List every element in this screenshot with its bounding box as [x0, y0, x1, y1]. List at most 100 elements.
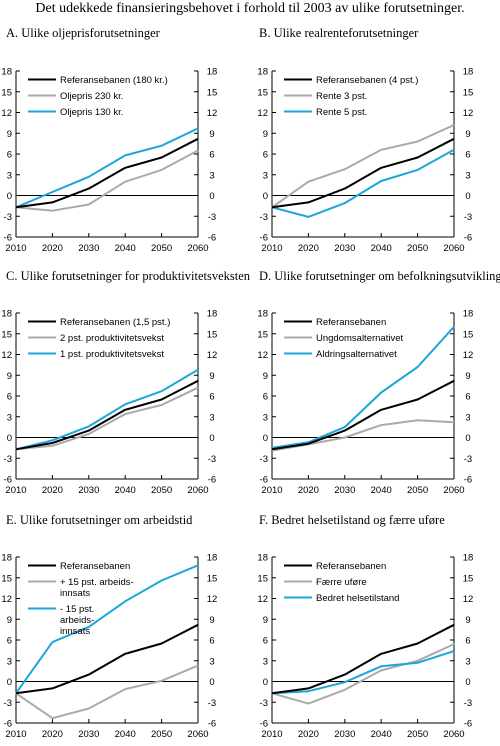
x-tick-label: 2010: [261, 243, 282, 254]
series-line-referansebanen: [271, 623, 455, 695]
y-tick-label-right: 12: [463, 594, 474, 605]
y-tick-label-right: -3: [464, 698, 472, 709]
y-tick-label-right: 0: [209, 191, 214, 202]
y-tick-label-left: -3: [4, 212, 12, 223]
figure-title: Det udekkede finansieringsbehovet i forh…: [35, 1, 465, 16]
y-tick-label-right: 15: [463, 573, 474, 584]
series-line-1-pst-produktivitetsvekst: [15, 368, 199, 451]
series-line-aldringsalternativet: [271, 326, 455, 449]
series-line-referansebanen-1-5-pst: [15, 379, 199, 451]
y-tick-label-right: -6: [208, 233, 216, 244]
y-tick-label-right: 0: [209, 677, 214, 688]
y-tick-label-left: 9: [263, 615, 268, 626]
y-tick-label-left: 3: [7, 170, 12, 181]
y-tick-label-right: 6: [209, 150, 214, 161]
y-tick-label-left: -6: [4, 233, 12, 244]
y-tick-label-left: 9: [263, 129, 268, 140]
y-tick-label-right: 6: [209, 392, 214, 403]
y-tick-label-left: -3: [260, 454, 268, 465]
panel-d: D. Ulike forutsetninger om befolkningsut…: [257, 269, 500, 496]
x-tick-label: 2040: [371, 729, 392, 740]
y-tick-label-left: 0: [263, 191, 268, 202]
x-tick-label: 2030: [334, 243, 355, 254]
x-tick-label: 2010: [261, 729, 282, 740]
y-tick-label-right: 3: [465, 412, 470, 423]
y-tick-label-right: 3: [465, 656, 470, 667]
panel-f: F. Bedret helsetilstand og færre uføre -6…: [257, 513, 473, 740]
y-tick-label-left: 12: [257, 108, 268, 119]
legend-label: Referansebanen: [60, 561, 130, 572]
x-tick-label: 2020: [298, 729, 319, 740]
x-tick-label: 2010: [5, 243, 26, 254]
legend-label: Aldringsalternativet: [316, 349, 397, 360]
x-tick-label: 2010: [5, 485, 26, 496]
y-tick-label-right: 12: [463, 350, 474, 361]
panel-a: A. Ulike oljeprisforutsetninger -6 -6 -3 -3 0…: [1, 26, 217, 254]
y-tick-label-left: 6: [7, 392, 12, 403]
y-tick-label-left: 18: [1, 67, 12, 78]
series-line-bedret-helsetilstand: [271, 650, 455, 695]
y-tick-label-right: 18: [207, 67, 218, 78]
y-tick-label-right: 3: [209, 656, 214, 667]
legend-label: Bedret helsetilstand: [316, 593, 399, 604]
y-tick-label-left: 0: [7, 433, 12, 444]
series-line-referansebanen: [271, 379, 455, 451]
x-tick-label: 2060: [443, 485, 464, 496]
panel-title: C. Ulike forutsetninger for produktivite…: [6, 269, 251, 283]
legend-label: Referansebanen (1,5 pst.): [60, 317, 170, 328]
series-line-oljepris-130-kr: [15, 127, 199, 209]
series-line-15-pst-arbeids-innsats: [15, 564, 199, 694]
y-tick-label-right: 18: [207, 553, 218, 564]
series-line-referansebanen-180-kr: [15, 137, 199, 209]
y-tick-label-right: 12: [207, 594, 218, 605]
y-tick-label-left: 18: [1, 553, 12, 564]
y-tick-label-left: 18: [257, 67, 268, 78]
y-tick-label-right: 0: [465, 677, 470, 688]
legend-label: Rente 5 pst.: [316, 107, 367, 118]
panel-title: B. Ulike realrenteforutsetninger: [259, 26, 419, 40]
y-tick-label-right: 0: [465, 433, 470, 444]
y-tick-label-left: 9: [7, 129, 12, 140]
y-tick-label-left: 18: [1, 309, 12, 320]
y-tick-label-right: 18: [207, 309, 218, 320]
legend-label: Rente 3 pst.: [316, 91, 367, 102]
y-tick-label-left: 6: [7, 636, 12, 647]
y-tick-label-left: 15: [1, 573, 12, 584]
y-tick-label-right: 6: [465, 392, 470, 403]
x-tick-label: 2060: [443, 243, 464, 254]
x-tick-label: 2060: [443, 729, 464, 740]
x-tick-label: 2040: [371, 243, 392, 254]
x-tick-label: 2030: [334, 485, 355, 496]
panel-b: B. Ulike realrenteforutsetninger -6 -6 -3 -3…: [257, 26, 473, 254]
y-tick-label-left: 9: [7, 371, 12, 382]
y-tick-label-right: 9: [209, 371, 214, 382]
y-tick-label-right: 3: [209, 170, 214, 181]
y-tick-label-right: 18: [463, 309, 474, 320]
y-tick-label-right: 15: [207, 329, 218, 340]
x-tick-label: 2020: [298, 485, 319, 496]
legend-label: Færre uføre: [316, 577, 367, 588]
series-line-15-pst-arbeids-innsats: [15, 664, 199, 720]
y-tick-label-right: 9: [209, 129, 214, 140]
y-tick-label-left: 9: [263, 371, 268, 382]
x-tick-label: 2020: [42, 729, 63, 740]
y-tick-label-right: 15: [207, 573, 218, 584]
y-tick-label-left: 6: [7, 150, 12, 161]
y-tick-label-right: 9: [465, 129, 470, 140]
panel-title: F. Bedret helsetilstand og færre uføre: [259, 513, 445, 527]
y-tick-label-left: -6: [260, 719, 268, 730]
y-tick-label-left: 12: [257, 594, 268, 605]
y-tick-label-left: -6: [260, 475, 268, 486]
x-tick-label: 2040: [115, 243, 136, 254]
y-tick-label-left: 9: [7, 615, 12, 626]
legend-label: Referansebanen (180 kr.): [60, 75, 168, 86]
y-tick-label-left: 3: [263, 412, 268, 423]
y-tick-label-right: 18: [463, 553, 474, 564]
y-tick-label-right: -3: [208, 454, 216, 465]
x-tick-label: 2030: [78, 485, 99, 496]
y-tick-label-left: 15: [257, 329, 268, 340]
y-tick-label-left: 6: [263, 392, 268, 403]
y-tick-label-left: 3: [263, 656, 268, 667]
y-tick-label-left: 3: [263, 170, 268, 181]
y-tick-label-right: -3: [464, 212, 472, 223]
